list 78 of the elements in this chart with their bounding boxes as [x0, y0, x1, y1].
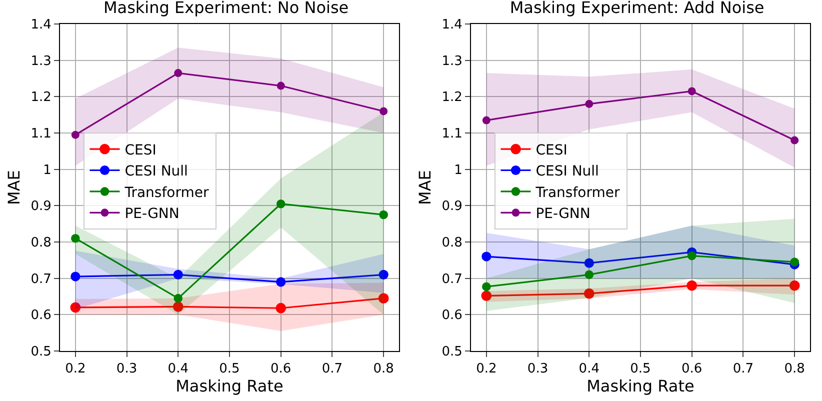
point	[584, 270, 594, 280]
legend-label: PE-GNN	[124, 206, 180, 222]
y-tick-label: 1.1	[30, 126, 52, 142]
y-tick-label: 1	[43, 162, 52, 178]
legend-label: Transformer	[534, 184, 620, 201]
point	[173, 270, 183, 280]
point	[481, 290, 492, 301]
y-tick-label: 1.3	[30, 54, 52, 69]
point	[70, 302, 81, 313]
x-tick-label: 0.4	[168, 362, 188, 377]
point	[378, 270, 388, 280]
x-tick-label: 0.6	[270, 362, 292, 377]
legend-label: PE-GNN	[536, 206, 590, 222]
y-tick-label: 1.4	[442, 18, 462, 33]
legend-label: CESI	[536, 142, 568, 159]
point	[482, 252, 492, 262]
y-tick-label: 0.6	[30, 308, 52, 324]
point	[379, 210, 388, 220]
point	[71, 234, 80, 243]
x-tick-label: 0.5	[219, 362, 240, 377]
point	[790, 258, 799, 266]
x-axis-title: Masking Rate	[176, 376, 284, 396]
y-axis-title: MAE	[4, 170, 24, 205]
chart-title: Masking Experiment: No Noise	[103, 0, 349, 18]
chart-title: Masking Experiment: Add Noise	[510, 0, 764, 18]
x-tick-label: 0.3	[116, 362, 138, 377]
y-tick-label: 1.2	[30, 90, 52, 106]
legend-label: CESI Null	[536, 164, 599, 180]
y-tick-label: 0.5	[30, 344, 52, 360]
point	[584, 288, 594, 299]
point	[584, 258, 594, 268]
point	[687, 251, 696, 260]
x-axis-title: Masking Rate	[586, 376, 694, 396]
y-axis-title: MAE	[416, 170, 435, 205]
point	[174, 69, 182, 78]
point	[482, 116, 490, 124]
point	[378, 293, 389, 304]
point	[276, 82, 285, 90]
point	[790, 136, 799, 144]
y-tick-label: 1.2	[442, 90, 462, 106]
point	[276, 277, 286, 287]
y-tick-label: 1.3	[442, 54, 462, 69]
point	[70, 272, 80, 282]
point	[380, 107, 388, 116]
point	[789, 280, 800, 291]
x-tick-label: 0.8	[784, 362, 805, 377]
y-tick-label: 0.8	[442, 236, 462, 251]
point	[174, 294, 183, 303]
y-tick-label: 0.6	[442, 308, 462, 324]
legend-label: CESI Null	[124, 164, 188, 180]
y-tick-label: 0.9	[442, 199, 462, 214]
point	[276, 199, 286, 208]
y-tick-label: 1	[454, 162, 462, 178]
x-tick-label: 0.2	[65, 362, 86, 377]
x-tick-label: 0.6	[682, 362, 702, 377]
point	[688, 87, 696, 96]
y-tick-label: 0.7	[30, 272, 52, 287]
y-tick-label: 0.9	[30, 199, 52, 214]
x-tick-label: 0.8	[373, 362, 394, 377]
legend-label: Transformer	[124, 184, 209, 201]
point	[172, 301, 184, 312]
y-tick-label: 0.7	[442, 272, 462, 287]
point	[482, 282, 491, 292]
point	[585, 100, 594, 108]
x-tick-label: 0.2	[476, 362, 497, 377]
y-tick-label: 1.1	[442, 126, 462, 142]
x-tick-label: 0.7	[732, 362, 754, 377]
point	[276, 302, 286, 314]
point	[71, 130, 80, 139]
x-tick-label: 0.7	[322, 362, 343, 377]
x-tick-label: 0.5	[630, 362, 651, 377]
legend-label: CESI	[124, 142, 156, 159]
x-tick-label: 0.3	[527, 362, 548, 377]
y-tick-label: 0.8	[30, 236, 52, 251]
y-tick-label: 1.4	[30, 18, 52, 33]
point	[686, 280, 698, 291]
x-tick-label: 0.4	[578, 362, 600, 377]
y-tick-label: 0.5	[442, 344, 462, 360]
